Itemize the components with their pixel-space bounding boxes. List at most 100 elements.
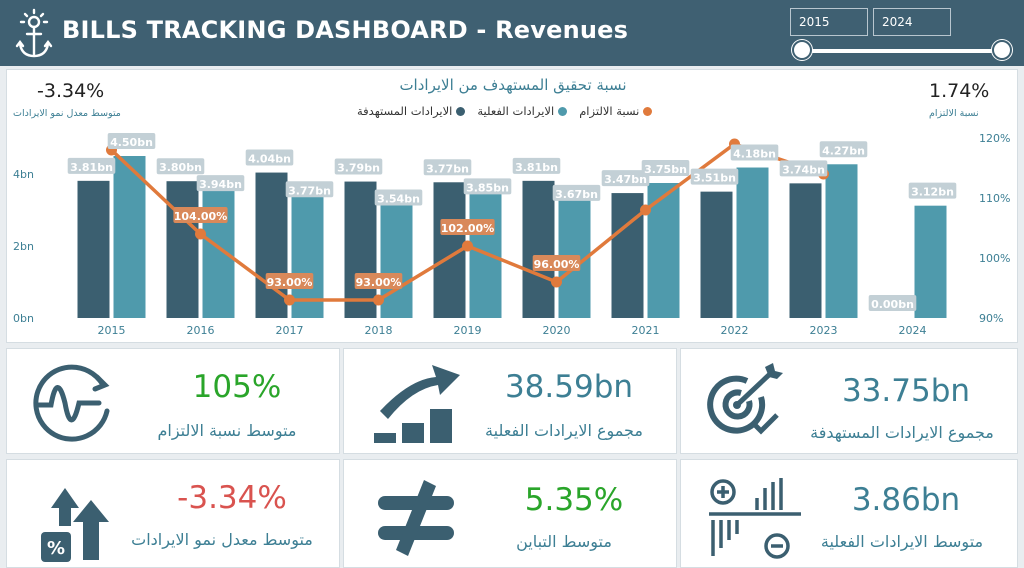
target-data-label-bg: [512, 157, 561, 174]
target-data-label: 3.47bn: [604, 173, 647, 186]
y-left-tick: 2bn: [13, 240, 34, 253]
y-right-tick: 100%: [979, 252, 1010, 265]
chart-title: نسبة تحقيق المستهدف من الايرادات: [399, 76, 627, 94]
total-target-label: مجموع الايرادات المستهدفة: [810, 423, 994, 442]
commitment-point: [462, 240, 473, 252]
actual-bar: [914, 205, 947, 318]
year-slider-start-handle[interactable]: [792, 40, 812, 60]
revenue-chart-panel: نسبة تحقيق المستهدف من الايرادات -3.34% …: [6, 69, 1018, 343]
actual-bar: [736, 167, 769, 318]
target-bar: [522, 180, 555, 318]
commitment-point: [373, 294, 384, 306]
commitment-rate-value: 1.74%: [929, 80, 990, 102]
target-bar: [166, 181, 199, 318]
target-bar: [789, 183, 822, 318]
commitment-data-label: 102.00%: [441, 222, 494, 235]
commitment-point: [284, 294, 295, 306]
target-data-label-bg: [67, 157, 116, 174]
combo-chart: 0bn 2bn 4bn 90% 100% 110% 120% 2015 2016 2017 2018…: [13, 132, 1010, 337]
target-data-label: 3.81bn: [70, 161, 113, 174]
actual-bar: [291, 182, 324, 318]
commitment-data-label-bg: [265, 273, 314, 289]
target-bar: [611, 193, 644, 318]
year-slider-end-handle[interactable]: [992, 40, 1012, 60]
kpi-card-total-actual: 38.59bn مجموع الايرادات الفعلية: [343, 348, 677, 454]
commitment-point: [195, 228, 206, 240]
actual-data-label-bg: [463, 178, 512, 195]
actual-data-label-bg: [819, 141, 868, 158]
legend-label-actual: الايرادات الفعلية: [477, 104, 555, 118]
legend-item-actual[interactable]: الايرادات الفعلية: [477, 104, 568, 118]
target-data-label: 3.74bn: [782, 163, 825, 176]
x-tick-label: 2024: [899, 324, 927, 337]
legend-swatch-orange: [643, 106, 653, 116]
actual-data-label-bg: [285, 181, 334, 198]
commitment-data-label: 104.00%: [174, 210, 227, 223]
target-data-label: 3.80bn: [159, 161, 202, 174]
chart-legend: نسبة الالتزام الايرادات الفعلية الايرادا…: [357, 104, 653, 118]
commitment-data-label: 96.00%: [534, 258, 580, 271]
actual-data-label: 4.18bn: [733, 148, 776, 161]
actual-data-label: 4.50bn: [110, 136, 153, 149]
legend-item-commitment[interactable]: نسبة الالتزام: [579, 104, 653, 118]
target-bar: [700, 191, 733, 318]
x-tick-label: 2018: [365, 324, 393, 337]
actual-data-label-bg: [730, 144, 779, 161]
actual-data-label: 3.54bn: [377, 193, 420, 206]
avg-growth-label: متوسط معدل نمو الايرادات: [131, 530, 313, 549]
legend-label-commitment: نسبة الالتزام: [579, 104, 640, 118]
actual-bar: [825, 164, 858, 318]
target-bar: [77, 180, 110, 318]
actual-bar: [558, 185, 591, 318]
legend-item-target[interactable]: الايرادات المستهدفة: [357, 104, 466, 118]
avg-actual-label: متوسط الايرادات الفعلية: [820, 532, 984, 551]
actual-data-label: 3.12bn: [911, 186, 954, 199]
target-data-label-bg: [334, 158, 383, 175]
growth-rate-value: -3.34%: [37, 80, 105, 102]
total-target-value: 33.75bn: [841, 373, 971, 409]
target-data-label: 3.51bn: [693, 172, 736, 185]
x-tick-label: 2022: [721, 324, 749, 337]
kpi-card-avg-growth: % -3.34% متوسط معدل نمو الايرادات: [6, 459, 340, 568]
y-right-tick: 110%: [979, 192, 1010, 205]
target-data-label-bg: [601, 170, 650, 187]
legend-label-target: الايرادات المستهدفة: [357, 104, 453, 118]
year-to-input[interactable]: 2024: [873, 8, 951, 36]
legend-swatch-dark: [456, 106, 466, 116]
actual-data-label-bg: [196, 175, 245, 192]
x-tick-label: 2019: [454, 324, 482, 337]
avg-commitment-label: متوسط نسبة الالتزام: [157, 421, 297, 440]
commitment-data-label-bg: [440, 219, 495, 235]
anchor-sun-logo-icon: [15, 8, 53, 58]
commitment-data-label-bg: [354, 273, 403, 289]
actual-data-label-bg: [552, 184, 601, 201]
commitment-rate-label: نسبة الالتزام: [929, 108, 979, 119]
avg-growth-value: -3.34%: [177, 480, 287, 516]
x-tick-label: 2023: [810, 324, 838, 337]
target-data-label-bg: [868, 295, 917, 311]
target-data-label-bg: [779, 160, 828, 177]
target-bar: [344, 181, 377, 318]
x-tick-label: 2020: [543, 324, 571, 337]
commitment-point: [640, 204, 651, 216]
commitment-point: [551, 276, 562, 288]
x-tick-label: 2016: [187, 324, 215, 337]
x-tick-label: 2015: [98, 324, 126, 337]
target-data-label-bg: [690, 168, 739, 185]
actual-bar: [113, 156, 146, 318]
target-data-label: 3.81bn: [515, 161, 558, 174]
commitment-data-label-bg: [173, 207, 228, 223]
header-bar: BILLS TRACKING DASHBOARD - Revenues 2015…: [0, 0, 1024, 66]
kpi-card-avg-variance: 5.35% متوسط التباين: [343, 459, 677, 568]
x-tick-label: 2021: [632, 324, 660, 337]
kpi-card-avg-actual: 3.86bn متوسط الايرادات الفعلية: [680, 459, 1018, 568]
svg-text:%: %: [47, 538, 65, 559]
actual-data-label: 3.85bn: [466, 181, 509, 194]
year-from-input[interactable]: 2015: [790, 8, 868, 36]
avg-variance-label: متوسط التباين: [516, 532, 612, 551]
target-data-label: 3.77bn: [426, 162, 469, 175]
actual-data-label-bg: [374, 189, 423, 206]
dashboard-title: BILLS TRACKING DASHBOARD - Revenues: [62, 16, 629, 44]
actual-data-label: 3.75bn: [644, 163, 687, 176]
kpi-card-avg-commitment: 105% متوسط نسبة الالتزام: [6, 348, 340, 454]
